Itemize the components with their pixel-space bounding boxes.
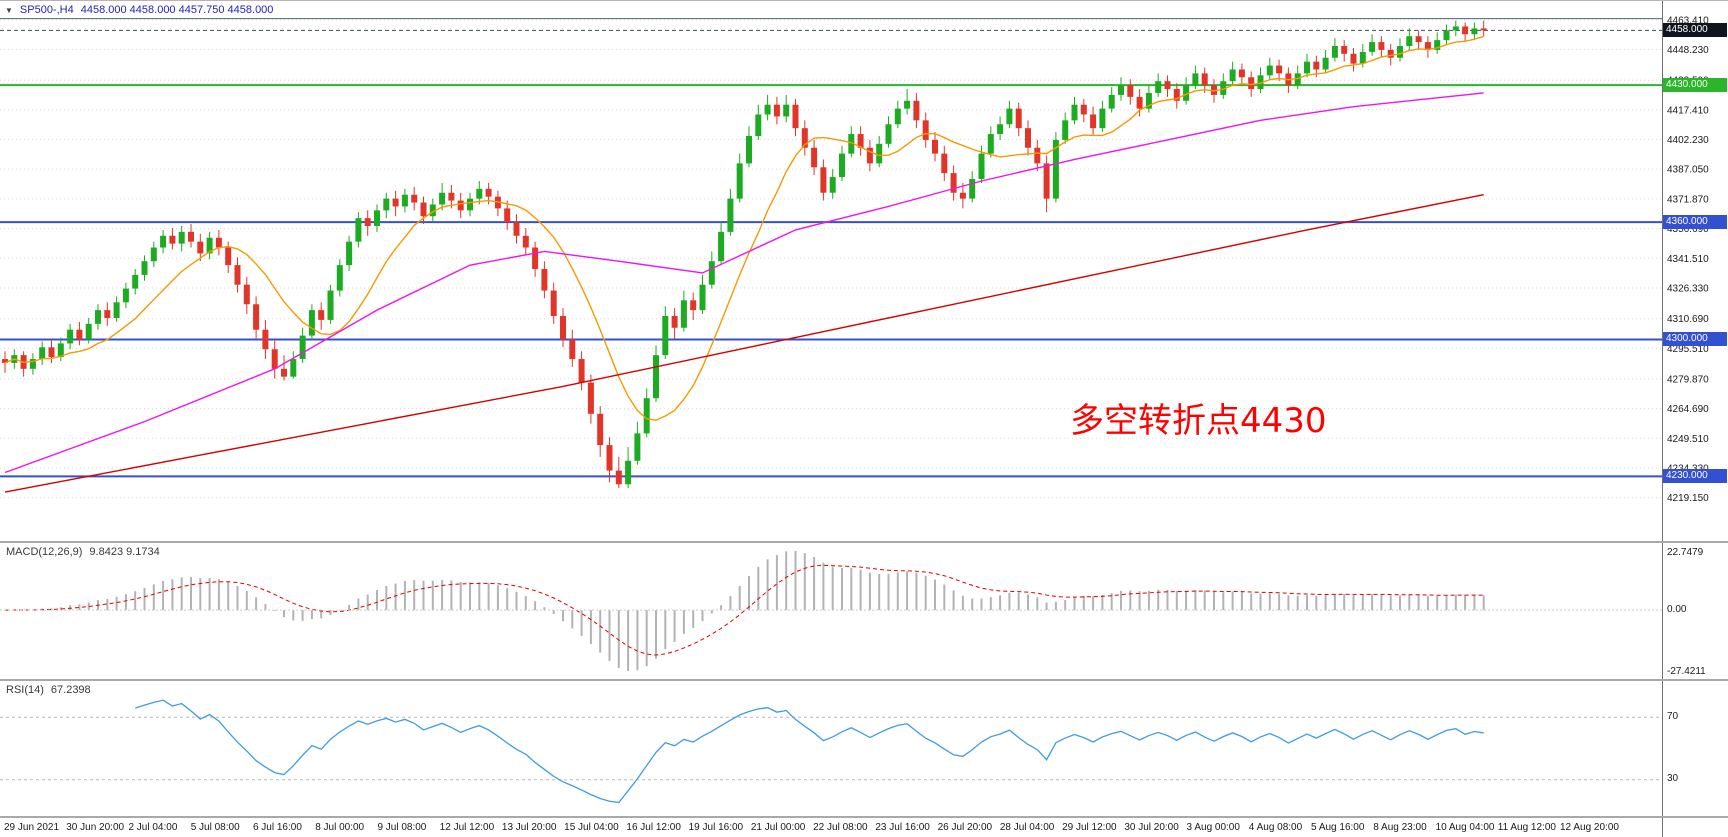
- svg-text:4402.230: 4402.230: [1667, 135, 1709, 146]
- time-tick-label: 23 Jul 16:00: [875, 822, 930, 833]
- rsi-line: [134, 699, 1484, 804]
- time-tick-label: 9 Jul 08:00: [377, 822, 427, 833]
- svg-text:4417.410: 4417.410: [1667, 105, 1709, 116]
- level-price-tag-4430: 4430.000: [1663, 78, 1727, 93]
- svg-text:4234.330: 4234.330: [1667, 463, 1709, 474]
- time-tick-label: 10 Aug 04:00: [1435, 822, 1495, 833]
- chart-title: ▼ SP500-,H4 4458.000 4458.000 4457.750 4…: [5, 4, 273, 16]
- svg-text:4356.690: 4356.690: [1667, 224, 1709, 235]
- time-tick-label: 15 Jul 04:00: [564, 822, 619, 833]
- rsi-panel[interactable]: RSI(14) 67.2398 70 30: [0, 681, 1728, 816]
- svg-text:4448.230: 4448.230: [1667, 45, 1709, 56]
- time-tick-label: 26 Jul 20:00: [937, 822, 993, 833]
- time-axis[interactable]: 29 Jun 2021 30 Jun 20:00 2 Jul 04:00 5 Jul …: [0, 818, 1728, 837]
- time-tick-label: 5 Jul 08:00: [190, 822, 240, 833]
- svg-text:4279.870: 4279.870: [1667, 374, 1709, 385]
- svg-text:4341.510: 4341.510: [1667, 254, 1709, 265]
- svg-text:4371.870: 4371.870: [1667, 194, 1709, 205]
- macd-axis-max: 22.7479: [1667, 547, 1704, 558]
- time-tick-label: 22 Jul 08:00: [813, 822, 868, 833]
- time-tick-label: 12 Aug 20:00: [1560, 822, 1619, 833]
- ohlc-values: 4458.000 4458.000 4457.750 4458.000: [80, 4, 274, 16]
- macd-axis-min: -27.4211: [1667, 666, 1706, 677]
- svg-text:4219.150: 4219.150: [1667, 493, 1709, 504]
- time-tick-label: 16 Jul 12:00: [626, 822, 681, 833]
- macd-axis-zero: 0.00: [1667, 604, 1687, 616]
- time-tick-label: 29 Jun 2021: [4, 822, 60, 833]
- svg-text:4295.510: 4295.510: [1667, 344, 1709, 355]
- rsi-value: 67.2398: [50, 684, 91, 696]
- panel-splitter[interactable]: [0, 541, 1728, 543]
- symbol-period-label: SP500-,H4: [19, 4, 74, 16]
- svg-text:4387.050: 4387.050: [1667, 165, 1709, 176]
- time-tick-label: 4 Aug 08:00: [1248, 822, 1303, 833]
- macd-values: 9.8423 9.1734: [89, 546, 160, 558]
- time-tick-label: 8 Jul 00:00: [315, 822, 365, 833]
- svg-text:4249.510: 4249.510: [1667, 434, 1709, 445]
- rsi-label: RSI(14) 67.2398: [6, 684, 91, 696]
- level-price-tag-4230: 4230.000: [1663, 469, 1727, 484]
- time-tick-label: 12 Jul 12:00: [439, 822, 495, 833]
- time-tick-label: 6 Jul 16:00: [252, 822, 302, 833]
- candles-layer: [2, 20, 1487, 489]
- last-price-tag: 4458.000: [1663, 23, 1727, 38]
- main-chart-panel[interactable]: 4463.4104448.2304432.5904417.4104402.230…: [0, 1, 1728, 541]
- rsi-canvas[interactable]: [0, 681, 1728, 816]
- time-tick-label: 19 Jul 16:00: [688, 822, 744, 833]
- svg-text:4326.330: 4326.330: [1667, 283, 1709, 294]
- price-axis-labels: 4463.4104448.2304432.5904417.4104402.230…: [1667, 15, 1709, 504]
- time-tick-label: 13 Jul 20:00: [501, 822, 557, 833]
- price-axis[interactable]: [1662, 1, 1728, 837]
- svg-text:4463.410: 4463.410: [1667, 15, 1709, 26]
- macd-panel[interactable]: MACD(12,26,9) 9.8423 9.1734 22.7479 0.00 …: [0, 543, 1728, 679]
- svg-text:4310.690: 4310.690: [1667, 314, 1709, 325]
- collapse-icon[interactable]: ▼: [5, 5, 13, 15]
- grid-lines: [0, 19, 1662, 499]
- axis-separator: [1662, 818, 1663, 837]
- time-tick-label: 3 Aug 00:00: [1186, 822, 1240, 833]
- time-tick-label: 28 Jul 04:00: [999, 822, 1055, 833]
- annotation-text: 多空转折点4430: [1070, 401, 1327, 441]
- time-tick-label: 21 Jul 00:00: [750, 822, 806, 833]
- level-price-tag-4360: 4360.000: [1663, 215, 1727, 230]
- horizontal-level-lines[interactable]: [0, 18, 1662, 478]
- time-tick-label: 30 Jul 20:00: [1124, 822, 1179, 833]
- time-tick-label: 8 Aug 23:00: [1373, 822, 1427, 833]
- time-tick-label: 5 Aug 16:00: [1311, 822, 1365, 833]
- time-tick-label: 2 Jul 04:00: [128, 822, 178, 833]
- time-tick-label: 29 Jul 12:00: [1062, 822, 1117, 833]
- macd-canvas[interactable]: [0, 543, 1728, 679]
- rsi-axis-30: 30: [1667, 773, 1679, 784]
- level-price-tag-4300: 4300.000: [1663, 332, 1727, 347]
- price-chart-canvas[interactable]: 4463.4104448.2304432.5904417.4104402.230…: [0, 1, 1728, 541]
- time-tick-label: 11 Aug 12:00: [1497, 822, 1556, 833]
- time-tick-label: 30 Jun 20:00: [66, 822, 125, 833]
- panel-splitter[interactable]: [0, 816, 1728, 818]
- macd-label: MACD(12,26,9) 9.8423 9.1734: [6, 546, 160, 558]
- panel-splitter[interactable]: [0, 679, 1728, 681]
- svg-text:4264.690: 4264.690: [1667, 404, 1709, 415]
- macd-signal-line: [4, 564, 1484, 656]
- moving-averages: [4, 35, 1484, 493]
- rsi-axis-70: 70: [1667, 711, 1679, 722]
